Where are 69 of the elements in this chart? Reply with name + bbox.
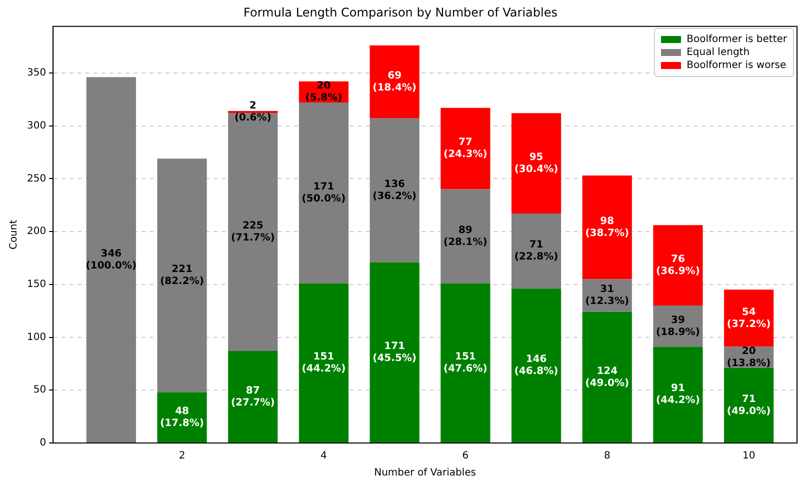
data-label: 20 (13.8%) (726, 346, 771, 369)
x-axis-title: Number of Variables (374, 468, 476, 479)
y-tick-label: 300 (26, 120, 46, 132)
bar (440, 108, 490, 190)
y-tick-label: 0 (40, 438, 46, 449)
data-label: 54 (37.2%) (726, 306, 771, 330)
x-tick-label: 10 (742, 450, 756, 462)
data-label: 95 (30.4%) (514, 152, 558, 175)
legend-label: Boolformer is better (686, 34, 787, 45)
y-tick-label: 100 (26, 332, 46, 343)
bar (370, 262, 420, 442)
data-label: 2 (0.6%) (234, 100, 272, 124)
data-label: 136 (36.2%) (372, 178, 416, 202)
data-label: 124 (49.0%) (585, 366, 630, 389)
bar (157, 158, 207, 392)
data-label: 91 (44.2%) (656, 383, 700, 406)
y-tick-label: 150 (26, 278, 46, 290)
data-label: 87 (27.7%) (230, 385, 275, 408)
data-label: 98 (38.7%) (585, 216, 630, 239)
y-tick-label: 350 (26, 68, 46, 79)
bar (582, 175, 632, 280)
bar (228, 351, 278, 442)
bar (298, 102, 349, 284)
bar (724, 290, 774, 347)
bar (653, 225, 703, 306)
bar (582, 312, 632, 442)
y-axis-title: Count (8, 220, 20, 250)
bar (228, 113, 278, 352)
data-label: 89 (28.1%) (444, 224, 488, 248)
data-label: 221 (82.2%) (160, 264, 204, 287)
bar (511, 214, 562, 289)
y-tick-label: 250 (26, 173, 46, 184)
chart-title: Formula Length Comparison by Number of Variables (244, 5, 558, 20)
x-tick-label: 2 (178, 450, 186, 462)
data-label: 20 (5.8%) (305, 80, 342, 104)
bar (370, 45, 420, 118)
y-tick-label: 200 (26, 226, 46, 238)
data-label: 151 (44.2%) (302, 352, 346, 375)
bar (157, 392, 207, 442)
bar (298, 283, 349, 442)
data-label: 71 (22.8%) (514, 240, 558, 263)
data-label: 31 (12.3%) (585, 284, 630, 308)
data-label: 171 (45.5%) (372, 340, 416, 364)
x-tick-label: 6 (462, 450, 469, 462)
bar (653, 346, 703, 442)
y-tick-label: 50 (33, 384, 46, 396)
data-label: 225 (71.7%) (230, 220, 275, 244)
bar (440, 189, 490, 284)
data-label: 146 (46.8%) (514, 354, 558, 378)
data-label: 69 (18.4%) (372, 70, 416, 94)
data-label: 171 (50.0%) (302, 182, 346, 205)
bar (228, 110, 278, 114)
x-tick-label: 4 (320, 450, 327, 462)
data-label: 71 (49.0%) (726, 394, 771, 417)
legend-label: Boolformer is worse (686, 60, 786, 71)
bar (511, 288, 562, 442)
bar (511, 113, 562, 214)
data-label: 346 (100.0%) (86, 248, 137, 272)
data-label: 76 (36.9%) (656, 254, 700, 277)
data-label: 77 (24.3%) (444, 137, 488, 160)
data-label: 39 (18.9%) (656, 314, 700, 338)
data-label: 151 (47.6%) (444, 352, 488, 375)
x-tick-label: 8 (604, 450, 610, 462)
data-label: 48 (17.8%) (160, 406, 204, 429)
bar (724, 368, 774, 442)
legend-label: Equal length (686, 47, 750, 58)
bar (440, 283, 490, 442)
bar (370, 118, 420, 262)
bar (86, 77, 136, 442)
